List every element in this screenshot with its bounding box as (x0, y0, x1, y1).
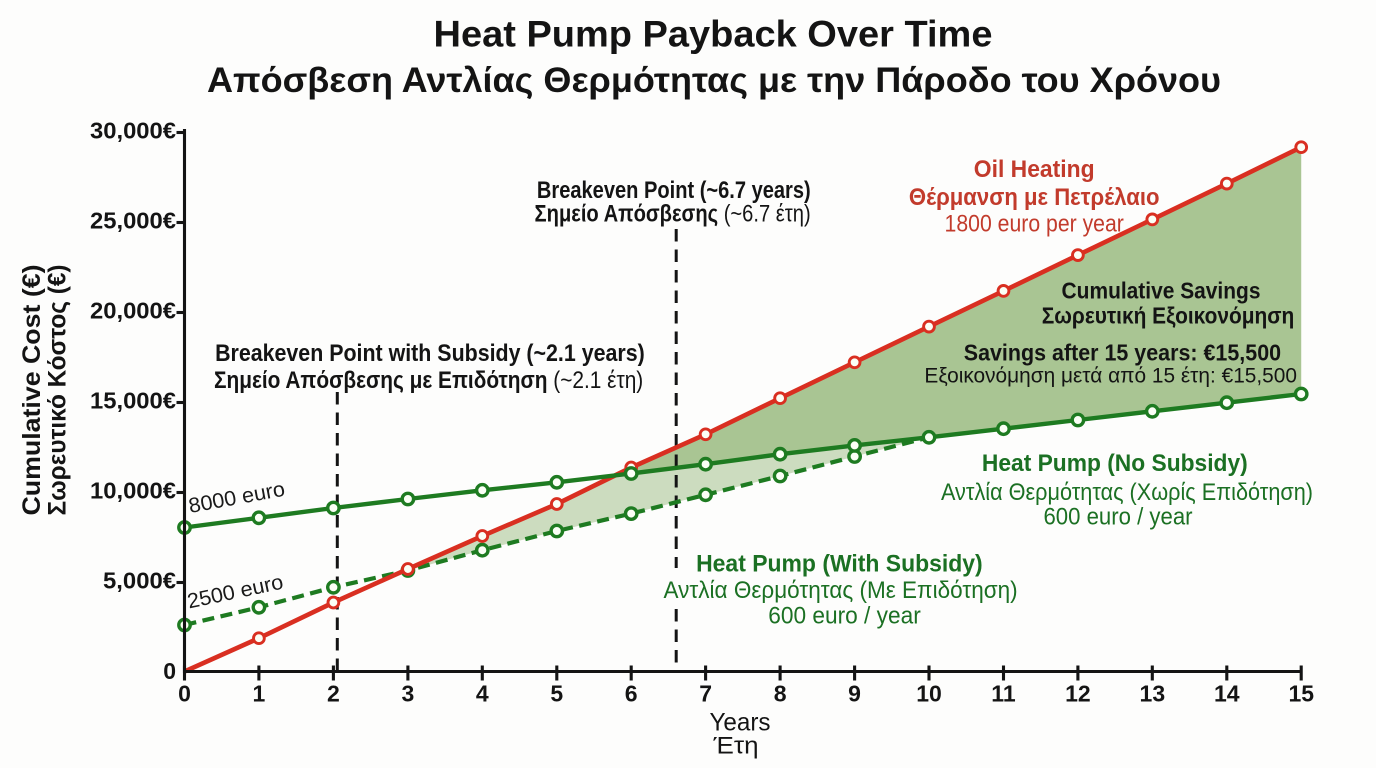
svg-text:Years: Years (709, 709, 770, 736)
svg-text:Breakeven Point with Subsidy (: Breakeven Point with Subsidy (~2.1 years… (215, 339, 645, 366)
svg-text:0: 0 (163, 658, 176, 684)
svg-text:Breakeven Point (~6.7 years): Breakeven Point (~6.7 years) (537, 176, 811, 203)
svg-text:Αντλία Θερμότητας (Με Επιδότησ: Αντλία Θερμότητας (Με Επιδότηση) (664, 576, 1018, 603)
svg-text:Cumulative Cost (€): Cumulative Cost (€) (19, 264, 46, 515)
svg-text:2: 2 (327, 681, 340, 707)
svg-text:20,000€: 20,000€ (90, 298, 176, 324)
svg-text:5: 5 (550, 681, 563, 707)
svg-text:Heat Pump (With Subsidy): Heat Pump (With Subsidy) (696, 550, 983, 577)
svg-text:9: 9 (848, 681, 861, 707)
svg-text:10,000€: 10,000€ (90, 478, 176, 504)
svg-text:10: 10 (916, 681, 942, 707)
svg-text:Heat Pump Payback Over Time: Heat Pump Payback Over Time (434, 13, 993, 54)
svg-text:3: 3 (401, 681, 414, 707)
svg-text:5,000€: 5,000€ (103, 568, 176, 594)
svg-text:6: 6 (625, 681, 638, 707)
svg-text:Cumulative Savings: Cumulative Savings (1062, 278, 1261, 304)
svg-text:12: 12 (1065, 681, 1091, 707)
svg-text:1: 1 (253, 681, 266, 707)
svg-text:0: 0 (178, 681, 191, 707)
svg-text:1800 euro per year: 1800 euro per year (945, 209, 1125, 237)
svg-text:Θέρμανση με Πετρέλαιο: Θέρμανση με Πετρέλαιο (909, 183, 1160, 210)
svg-text:Σωρευτικό Κόστος (€): Σωρευτικό Κόστος (€) (44, 264, 71, 515)
svg-text:7: 7 (699, 681, 712, 707)
svg-text:Σημείο Απόσβεσης (~6.7 έτη): Σημείο Απόσβεσης (~6.7 έτη) (535, 200, 811, 227)
svg-text:14: 14 (1214, 681, 1240, 707)
svg-text:Έτη: Έτη (712, 732, 758, 759)
svg-text:600 euro / year: 600 euro / year (768, 602, 921, 629)
svg-text:Εξοικονόμηση μετά από 15 έτη:: Εξοικονόμηση μετά από 15 έτη: €15,500 (924, 364, 1297, 387)
svg-text:25,000€: 25,000€ (90, 208, 176, 234)
svg-text:600 euro / year: 600 euro / year (1043, 503, 1192, 530)
svg-text:Αντλία Θερμότητας (Χωρίς Επιδό: Αντλία Θερμότητας (Χωρίς Επιδότηση) (941, 478, 1313, 505)
svg-text:15,000€: 15,000€ (90, 388, 176, 414)
svg-text:8: 8 (774, 681, 787, 707)
svg-text:Απόσβεση Αντλίας Θερμότητας με: Απόσβεση Αντλίας Θερμότητας με την Πάροδ… (207, 60, 1221, 99)
svg-text:Oil Heating: Oil Heating (974, 156, 1095, 183)
svg-text:Heat Pump (No Subsidy): Heat Pump (No Subsidy) (982, 449, 1248, 476)
svg-text:30,000€: 30,000€ (90, 118, 176, 144)
svg-text:4: 4 (476, 681, 489, 707)
svg-text:15: 15 (1288, 681, 1314, 707)
svg-text:13: 13 (1140, 681, 1166, 707)
svg-text:Savings after 15 years: €15,50: Savings after 15 years: €15,500 (964, 340, 1281, 366)
svg-text:11: 11 (991, 681, 1016, 707)
svg-text:Σημείο Απόσβεσης με Επιδότηση: Σημείο Απόσβεσης με Επιδότηση (~2.1 έτη) (214, 367, 643, 394)
svg-text:Σωρευτική Εξοικονόμηση: Σωρευτική Εξοικονόμηση (1042, 303, 1294, 329)
